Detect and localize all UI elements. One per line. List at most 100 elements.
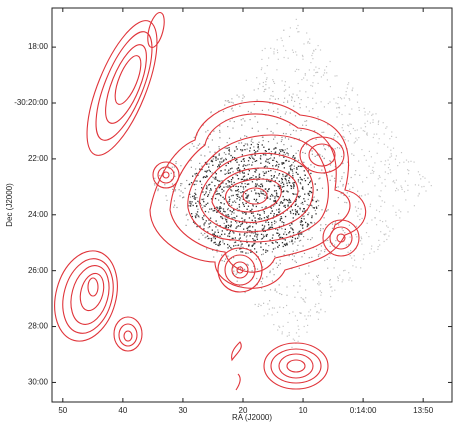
sky-pixel bbox=[289, 199, 291, 202]
sky-pixel bbox=[303, 170, 305, 172]
sky-pixel bbox=[295, 213, 297, 215]
sky-pixel bbox=[252, 238, 254, 240]
sky-pixel bbox=[307, 177, 309, 179]
sky-pixel bbox=[243, 167, 246, 170]
sky-pixel bbox=[317, 45, 319, 47]
sky-pixel bbox=[250, 212, 253, 214]
sky-pixel bbox=[283, 190, 285, 192]
x-tick-label: 40 bbox=[118, 406, 127, 415]
sky-pixel bbox=[246, 235, 248, 237]
sky-pixel bbox=[297, 291, 299, 293]
sky-pixel bbox=[350, 123, 352, 125]
sky-pixel bbox=[202, 191, 204, 193]
sky-pixel bbox=[283, 205, 285, 207]
sky-pixel bbox=[276, 161, 279, 163]
sky-pixel bbox=[273, 176, 275, 178]
sky-pixel bbox=[327, 102, 329, 105]
sky-pixel bbox=[295, 214, 297, 216]
sky-pixel bbox=[268, 158, 271, 160]
sky-pixel bbox=[273, 220, 276, 222]
sky-pixel bbox=[247, 164, 249, 166]
sky-pixel bbox=[261, 185, 264, 188]
sky-pixel bbox=[218, 148, 220, 150]
sky-pixel bbox=[324, 249, 326, 251]
sky-pixel bbox=[237, 178, 240, 180]
sky-pixel bbox=[376, 133, 378, 135]
sky-pixel bbox=[208, 184, 210, 186]
sky-pixel bbox=[358, 137, 360, 139]
sky-pixel bbox=[235, 220, 237, 222]
sky-pixel bbox=[270, 151, 272, 153]
sky-pixel bbox=[218, 193, 220, 195]
sky-pixel bbox=[311, 222, 313, 224]
sky-pixel bbox=[153, 183, 156, 185]
sky-pixel bbox=[410, 160, 412, 162]
sky-pixel bbox=[400, 152, 403, 154]
sky-pixel bbox=[239, 233, 241, 235]
sky-pixel bbox=[280, 182, 282, 184]
sky-pixel bbox=[272, 90, 274, 93]
sky-pixel bbox=[320, 291, 323, 294]
sky-pixel bbox=[210, 198, 213, 200]
sky-pixel bbox=[283, 185, 285, 188]
x-tick-label: 50 bbox=[58, 406, 67, 415]
sky-pixel bbox=[365, 159, 367, 161]
sky-pixel bbox=[197, 215, 200, 217]
sky-pixel bbox=[294, 70, 296, 72]
sky-pixel bbox=[230, 226, 232, 228]
sky-pixel bbox=[175, 161, 177, 163]
sky-pixel bbox=[221, 216, 223, 218]
sky-pixel bbox=[297, 325, 299, 327]
sky-pixel bbox=[278, 284, 280, 286]
sky-pixel bbox=[383, 133, 385, 135]
sky-pixel bbox=[223, 159, 225, 161]
sky-pixel bbox=[310, 187, 312, 189]
sky-pixel bbox=[276, 177, 278, 179]
sky-pixel bbox=[282, 154, 284, 156]
sky-pixel bbox=[228, 233, 230, 235]
sky-pixel bbox=[274, 197, 276, 199]
sky-pixel bbox=[331, 227, 334, 229]
sky-pixel bbox=[173, 166, 175, 168]
sky-pixel bbox=[217, 244, 219, 246]
sky-pixel bbox=[249, 157, 251, 160]
sky-pixel bbox=[395, 136, 397, 138]
sky-pixel bbox=[234, 244, 236, 247]
sky-pixel bbox=[345, 244, 347, 246]
sky-pixel bbox=[294, 260, 296, 262]
sky-pixel bbox=[265, 172, 267, 174]
sky-pixel bbox=[291, 236, 294, 238]
sky-pixel bbox=[276, 242, 278, 244]
sky-pixel bbox=[275, 241, 277, 243]
sky-pixel bbox=[306, 225, 309, 227]
sky-pixel bbox=[191, 201, 193, 203]
sky-pixel bbox=[284, 228, 286, 230]
sky-pixel bbox=[375, 113, 377, 115]
sky-pixel bbox=[292, 231, 295, 234]
sky-pixel bbox=[298, 196, 300, 199]
sky-pixel bbox=[190, 166, 192, 168]
sky-pixel bbox=[294, 315, 296, 317]
sky-pixel bbox=[287, 153, 289, 155]
sky-pixel bbox=[372, 166, 374, 168]
sky-pixel bbox=[277, 98, 279, 100]
sky-pixel bbox=[295, 252, 297, 255]
sky-pixel bbox=[236, 148, 238, 150]
sky-pixel bbox=[284, 137, 286, 139]
sky-pixel bbox=[317, 82, 319, 84]
sky-pixel bbox=[228, 153, 230, 155]
sky-pixel bbox=[232, 237, 234, 240]
sky-pixel bbox=[299, 90, 301, 92]
sky-pixel bbox=[305, 106, 307, 108]
sky-pixel bbox=[233, 245, 235, 247]
sky-pixel bbox=[396, 187, 398, 189]
sky-pixel bbox=[249, 150, 251, 152]
sky-pixel bbox=[185, 224, 187, 226]
sky-pixel bbox=[306, 120, 308, 122]
contour bbox=[152, 161, 180, 189]
sky-pixel bbox=[241, 171, 244, 173]
sky-pixel bbox=[260, 162, 262, 164]
sky-pixel bbox=[255, 200, 257, 202]
sky-pixel bbox=[245, 193, 247, 195]
sky-pixel bbox=[243, 96, 245, 98]
